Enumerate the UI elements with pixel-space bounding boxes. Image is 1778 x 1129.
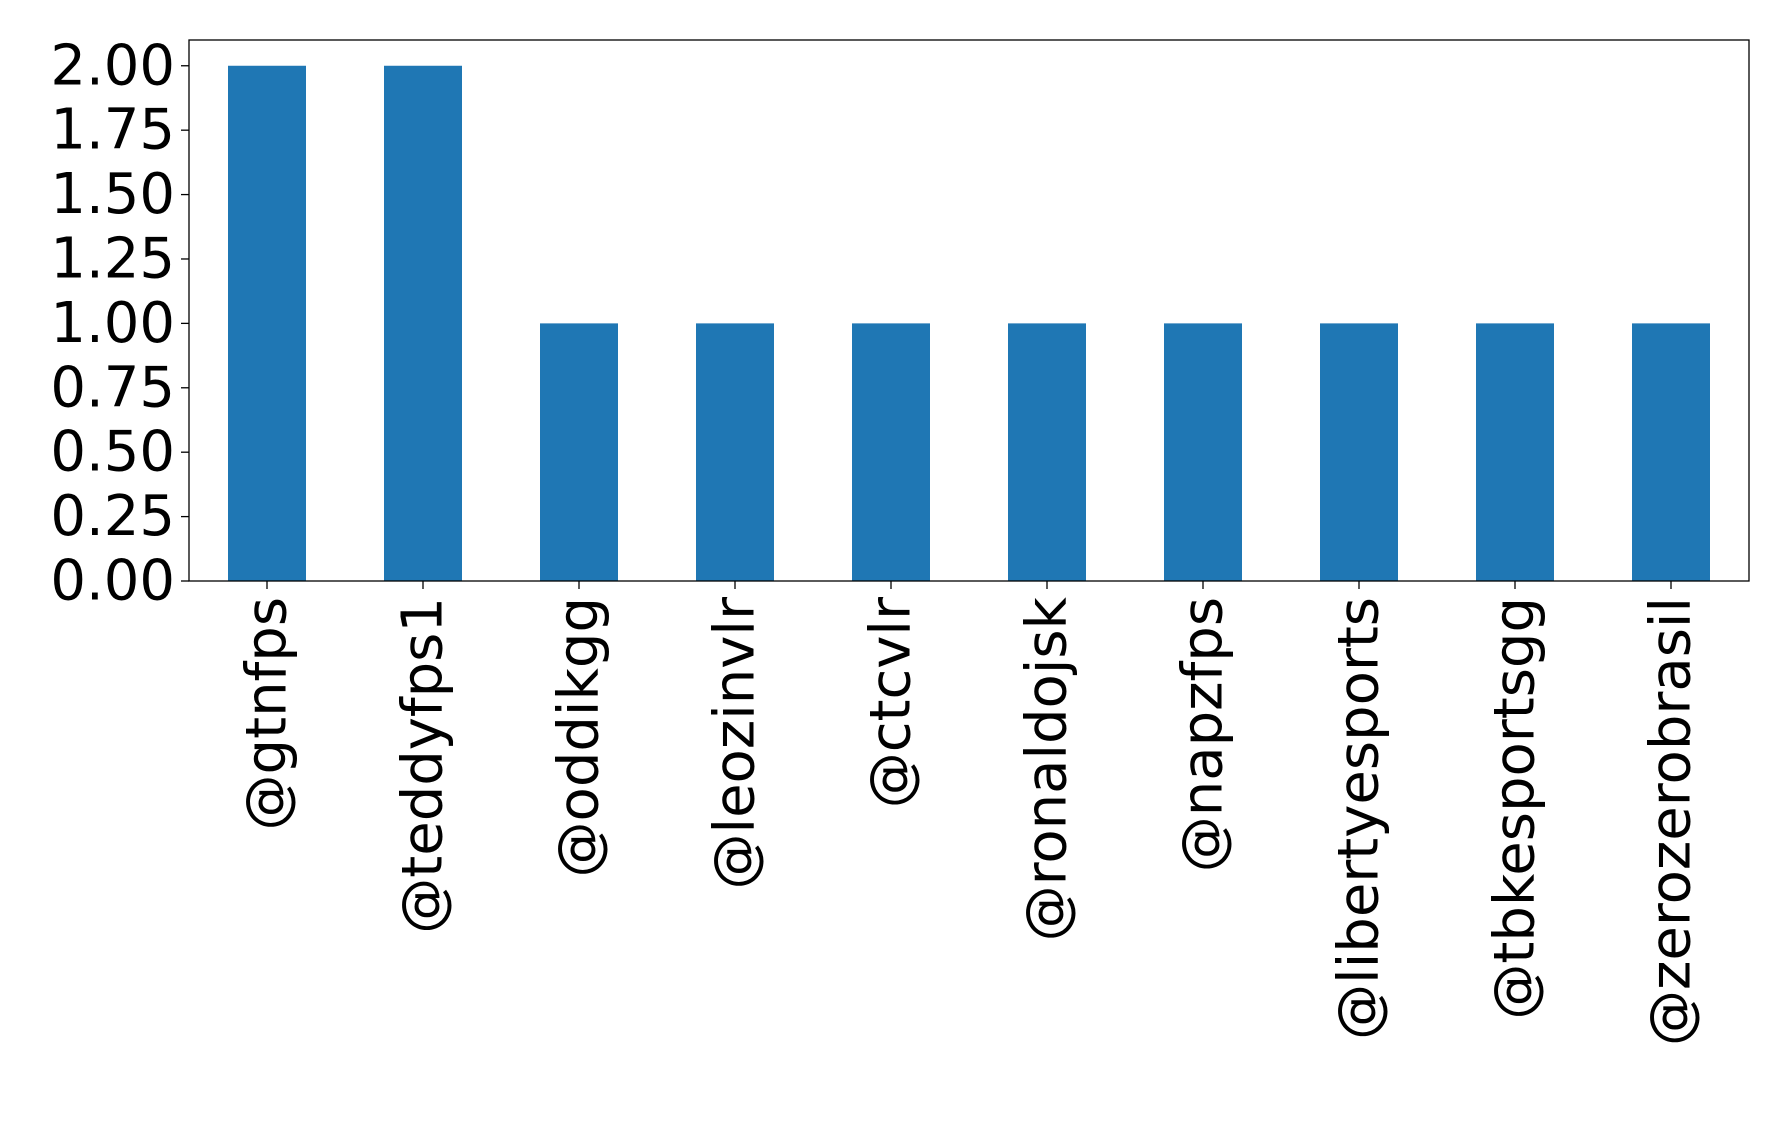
x-tick-label: @oddikgg — [547, 597, 612, 877]
bar — [852, 323, 930, 581]
y-tick-label: 1.00 — [50, 291, 175, 356]
y-tick-label: 0.25 — [50, 484, 175, 549]
y-tick-label: 0.00 — [50, 549, 175, 614]
bar — [384, 65, 462, 581]
x-tick-label: @libertyesports — [1327, 597, 1392, 1040]
bar — [696, 323, 774, 581]
x-tick-label: @tbkesportsgg — [1483, 597, 1548, 1020]
x-tick-label: @leozinvlr — [703, 596, 768, 889]
y-tick-label: 1.50 — [50, 162, 175, 227]
x-tick-label: @ronaldojsk — [1015, 596, 1080, 941]
x-tick-label: @zerozerobrasil — [1639, 597, 1704, 1046]
bar — [1632, 323, 1710, 581]
y-tick-label: 0.75 — [50, 355, 175, 420]
bar — [1476, 323, 1554, 581]
y-tick-label: 1.75 — [50, 98, 175, 163]
x-tick-label: @teddyfps1 — [391, 597, 456, 934]
y-tick-label: 1.25 — [50, 226, 175, 291]
bar — [1320, 323, 1398, 581]
bar — [540, 323, 618, 581]
plot-frame — [188, 39, 1750, 582]
bar — [1008, 323, 1086, 581]
x-tick-label: @napzfps — [1171, 597, 1236, 872]
x-tick-label: @gtnfps — [235, 597, 300, 830]
bar — [228, 65, 306, 581]
y-tick-label: 0.50 — [50, 420, 175, 485]
y-tick-label: 2.00 — [50, 33, 175, 98]
x-tick-label: @ctcvlr — [859, 596, 924, 808]
bar — [1164, 323, 1242, 581]
